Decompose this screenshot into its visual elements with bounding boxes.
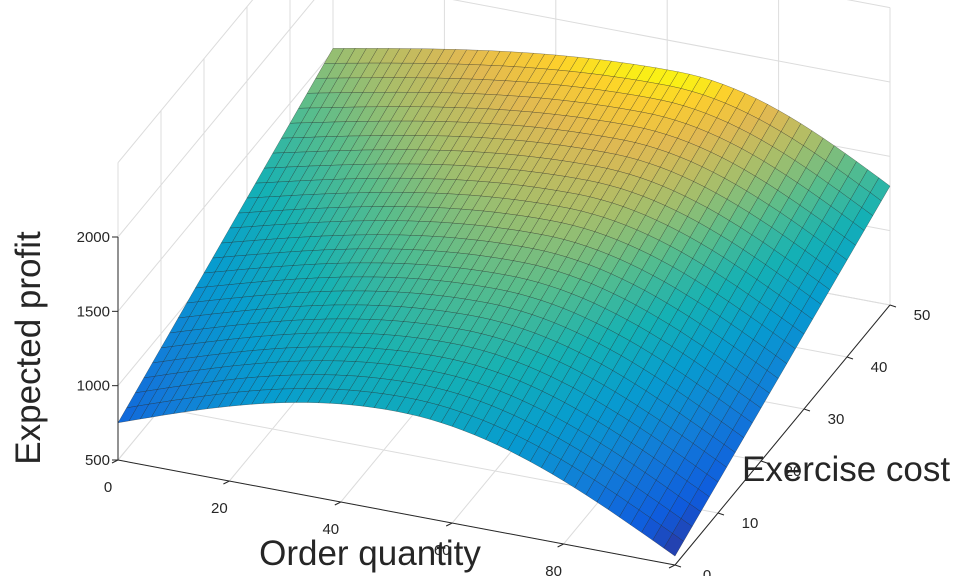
x-tick-mark (223, 480, 230, 485)
x-axis-title: Order quantity (259, 534, 481, 573)
x-tick-label: 0 (104, 479, 112, 496)
y-tick-label: 0 (703, 567, 711, 576)
x-tick-label: 60 (434, 542, 451, 559)
grid-line (117, 0, 891, 163)
x-tick-label: 80 (545, 563, 562, 576)
z-tick-label: 1000 (77, 378, 110, 395)
surface-patch (663, 533, 684, 557)
x-tick-mark (445, 522, 453, 527)
y-tick-mark (846, 356, 854, 360)
x-axis-line (117, 459, 676, 566)
y-tick-label: 10 (742, 515, 759, 532)
z-axis-title: Expected profit (9, 231, 48, 465)
y-tick-label: 30 (828, 411, 845, 428)
z-tick-label: 500 (85, 452, 110, 469)
y-axis-line (674, 304, 891, 566)
x-tick-mark (668, 564, 676, 569)
x-tick-label: 40 (322, 521, 339, 538)
y-tick-mark (803, 408, 811, 412)
y-tick-label: 40 (871, 359, 888, 376)
y-tick-mark (717, 512, 725, 516)
y-tick-label: 50 (914, 307, 931, 324)
y-tick-label: 20 (785, 463, 802, 480)
x-tick-mark (557, 543, 564, 548)
y-tick-mark (889, 304, 897, 308)
grid-line (117, 0, 891, 238)
y-tick-mark (674, 564, 682, 568)
surface-mesh (117, 48, 891, 557)
y-tick-mark (760, 460, 768, 464)
tick-labels: 02040608010001020304050500100015002000 (77, 229, 931, 576)
x-tick-label: 20 (211, 500, 228, 517)
z-tick-label: 2000 (77, 229, 110, 246)
x-tick-mark (334, 501, 342, 506)
y-axis-title: Exercise cost (742, 450, 950, 489)
z-tick-label: 1500 (77, 303, 110, 320)
